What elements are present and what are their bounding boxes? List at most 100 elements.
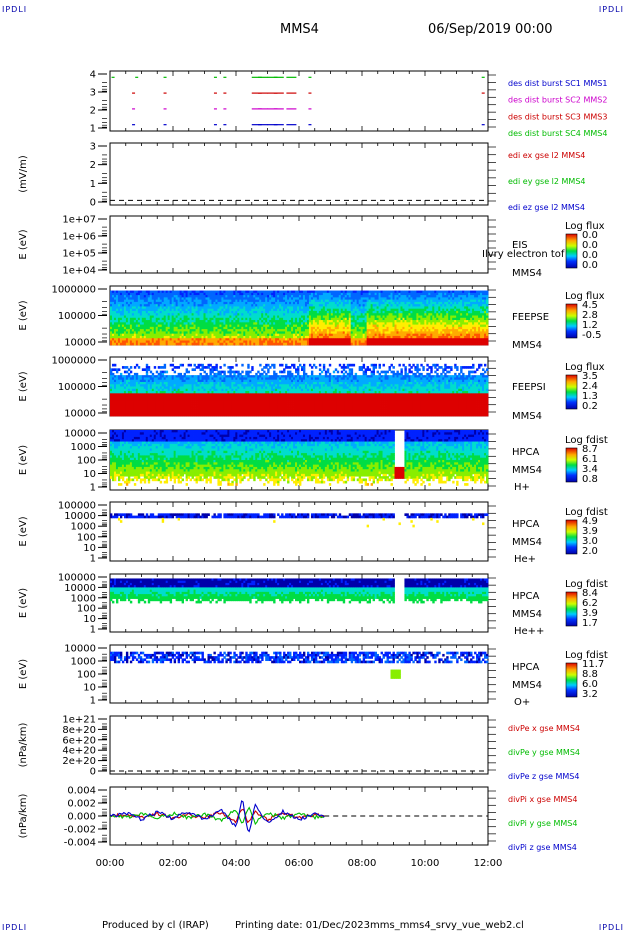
corner-label-bottom-left: IPDLI	[2, 923, 28, 932]
footer-file-name: mms_mms4_srvy_vue_web2.cl	[370, 920, 524, 931]
instrument-label: HPCA	[512, 591, 540, 602]
legend-entry-divpi: divPi y gse MMS4	[508, 819, 577, 828]
spacecraft-label: MMS4	[512, 537, 542, 548]
y-axis-label-edi: (mV/m)	[18, 155, 29, 193]
colorbar-tick-label: 8.4	[582, 588, 598, 599]
instrument-label: FEEPSE	[512, 312, 549, 323]
time-axis-label: 08:00	[348, 858, 377, 869]
footer-printing-date: Printing date: 01/Dec/2023	[235, 920, 371, 931]
spacecraft-label: MMS4	[512, 411, 542, 422]
y-tick-label: 6e+20	[62, 735, 96, 746]
species-label: He++	[514, 626, 544, 637]
instrument-label: HPCA	[512, 519, 540, 530]
legend-entry-edi: edi ez gse l2 MMS4	[508, 203, 585, 212]
y-tick-label: 1	[90, 696, 96, 707]
spectrogram-hpca_h	[110, 430, 489, 486]
colorbar-tick-label: 0.0	[582, 260, 598, 271]
colorbar-tick-label: 8.7	[582, 444, 598, 455]
colorbar-tick-label: 3.9	[582, 608, 598, 619]
colorbar-tick-label: -0.5	[582, 330, 602, 341]
colorbar-tick-label: 11.7	[582, 659, 604, 670]
species-label: He+	[514, 554, 536, 565]
y-tick-label: 0	[90, 198, 96, 209]
y-tick-label: 1e+06	[62, 232, 96, 243]
y-tick-label: 100	[77, 456, 96, 467]
legend-entry-divpi: divPi z gse MMS4	[508, 843, 577, 852]
y-tick-label: 1000	[71, 593, 96, 604]
spectrogram-hpca_o	[110, 651, 489, 679]
time-axis-label: 06:00	[285, 858, 314, 869]
y-tick-label: 10000	[64, 511, 96, 522]
y-tick-label: 100000	[58, 382, 96, 393]
colorbar-title: Log flux	[565, 362, 605, 373]
colorbar	[565, 662, 578, 698]
y-tick-label: 3	[90, 88, 96, 99]
legend-entry-burst: des dist burst SC3 MMS3	[508, 112, 607, 121]
instrument-label: EIS	[512, 240, 528, 251]
legend-entry-edi: edi ey gse l2 MMS4	[508, 177, 586, 186]
y-axis-label-feepse: E (eV)	[18, 300, 29, 330]
y-tick-label: 4	[90, 70, 96, 81]
legend-entry-burst: des dist burst SC1 MMS1	[508, 79, 607, 88]
colorbar	[565, 374, 578, 410]
corner-label-bottom-right: IPDLI	[598, 923, 624, 932]
colorbar-tick-label: 2.0	[582, 546, 598, 557]
instrument-label: FEEPSI	[512, 382, 546, 393]
y-axis-label-hpca_o: E (eV)	[18, 659, 29, 689]
colorbar-tick-label: 4.5	[582, 300, 598, 311]
colorbar	[565, 233, 578, 269]
y-tick-label: 1e+04	[62, 266, 96, 277]
y-tick-label: 1000000	[51, 285, 96, 296]
legend-entry-burst: des dist burst SC2 MMS2	[508, 96, 607, 105]
time-axis-label: 00:00	[96, 858, 125, 869]
y-tick-label: 2	[90, 160, 96, 171]
colorbar-tick-label: 3.5	[582, 371, 598, 382]
species-label: H+	[514, 482, 530, 493]
spacecraft-label: MMS4	[512, 680, 542, 691]
colorbar-tick-label: 1.2	[582, 320, 598, 331]
legend-entry-divpe: divPe x gse MMS4	[508, 724, 580, 733]
species-label: O+	[514, 697, 530, 708]
y-tick-label: 0.002	[67, 799, 96, 810]
panel-frame-divpe	[109, 715, 489, 775]
legend-entry-divpe: divPe z gse MMS4	[508, 772, 579, 781]
y-axis-label-divpi: (nPa/km)	[18, 794, 29, 839]
spacecraft-label: MMS4	[512, 465, 542, 476]
colorbar-title: Log flux	[565, 221, 605, 232]
colorbar-title: Log fdist	[565, 435, 608, 446]
colorbar	[565, 303, 578, 339]
y-tick-label: 1e+21	[62, 715, 96, 726]
y-tick-label: 4e+20	[62, 746, 96, 757]
spectrogram-feepse	[110, 290, 489, 346]
colorbar	[565, 519, 578, 555]
colorbar-tick-label: 3.2	[582, 689, 598, 700]
colorbar-tick-label: 0.0	[582, 230, 598, 241]
y-tick-label: 1	[90, 483, 96, 494]
y-tick-label: 1000	[71, 442, 96, 453]
divpi-series-1	[109, 806, 325, 826]
panel-frame-burst	[109, 70, 489, 132]
colorbar-title: Log flux	[565, 291, 605, 302]
colorbar-title: Log fdist	[565, 507, 608, 518]
colorbar-tick-label: 3.9	[582, 526, 598, 537]
colorbar-tick-label: 6.0	[582, 679, 598, 690]
colorbar-tick-label: 4.9	[582, 516, 598, 527]
y-tick-label: 3	[90, 142, 96, 153]
divpi-series-2	[109, 800, 325, 833]
y-tick-label: 0.000	[67, 812, 96, 823]
y-tick-label: 10000	[64, 429, 96, 440]
colorbar-tick-label: 2.4	[582, 381, 598, 392]
y-tick-label: 1000	[71, 657, 96, 668]
eis-subtitle: Ilvry electron tof	[482, 249, 565, 260]
spacecraft-title: MMS4	[280, 22, 319, 37]
y-tick-label: 10000	[64, 644, 96, 655]
y-tick-label: 1000000	[51, 356, 96, 367]
y-tick-label: 100000	[58, 311, 96, 322]
colorbar-tick-label: 3.4	[582, 464, 598, 475]
y-tick-label: 10	[83, 469, 96, 480]
y-tick-label: 100	[77, 604, 96, 615]
y-tick-label: 100000	[58, 501, 96, 512]
corner-label-top-left: IPDLI	[2, 5, 28, 14]
panel-frame-eis	[109, 215, 489, 274]
y-axis-label-feepsi: E (eV)	[18, 371, 29, 401]
